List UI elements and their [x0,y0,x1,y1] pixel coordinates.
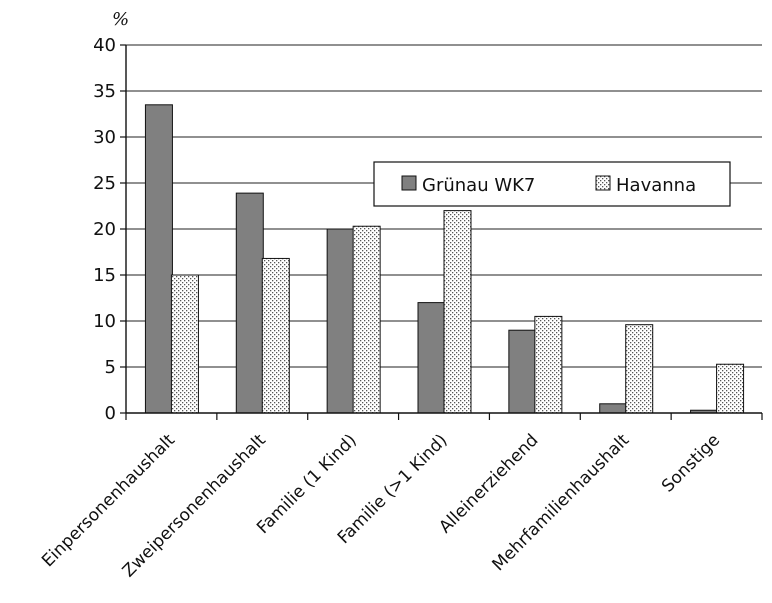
axes [120,44,763,420]
y-tick-label: 35 [93,81,116,102]
legend-box [373,161,731,207]
y-tick-label: 25 [93,173,116,194]
bar-gruenau-4 [508,329,537,414]
bar-havanna-3 [443,210,472,414]
y-axis-unit-label: % [112,9,129,30]
bar-havanna-0 [170,274,199,414]
category-label: Sonstige [658,430,724,496]
y-tick-label: 20 [93,219,116,240]
bar-gruenau-0 [144,104,173,414]
bar-gruenau-1 [235,192,264,414]
y-tick-label: 10 [93,311,116,332]
y-tick-label: 15 [93,265,116,286]
bar-havanna-5 [625,324,654,414]
bar-havanna-4 [534,315,563,414]
legend-label-gruenau: Grünau WK7 [422,175,535,196]
bar-gruenau-5 [599,403,628,414]
bars [144,104,745,414]
category-label: Alleinerziehend [435,430,542,537]
bar-gruenau-2 [326,228,355,414]
legend: Grünau WK7 Havanna [373,161,731,207]
bar-havanna-2 [352,225,381,414]
category-labels: EinpersonenhaushaltZweipersonenhaushaltF… [38,430,724,581]
y-tick-label: 30 [93,127,116,148]
legend-swatch-gruenau [401,175,417,191]
legend-swatch-havanna [595,175,611,191]
y-tick-label: 0 [105,403,116,424]
category-label: Familie (1 Kind) [253,430,361,538]
bar-gruenau-3 [417,302,446,414]
legend-label-havanna: Havanna [616,175,696,196]
y-tick-labels: 0 5 10 15 20 25 30 35 40 [93,35,116,424]
bar-havanna-1 [261,257,290,414]
y-tick-label: 5 [105,357,116,378]
bar-havanna-6 [716,363,745,414]
y-tick-label: 40 [93,35,116,56]
